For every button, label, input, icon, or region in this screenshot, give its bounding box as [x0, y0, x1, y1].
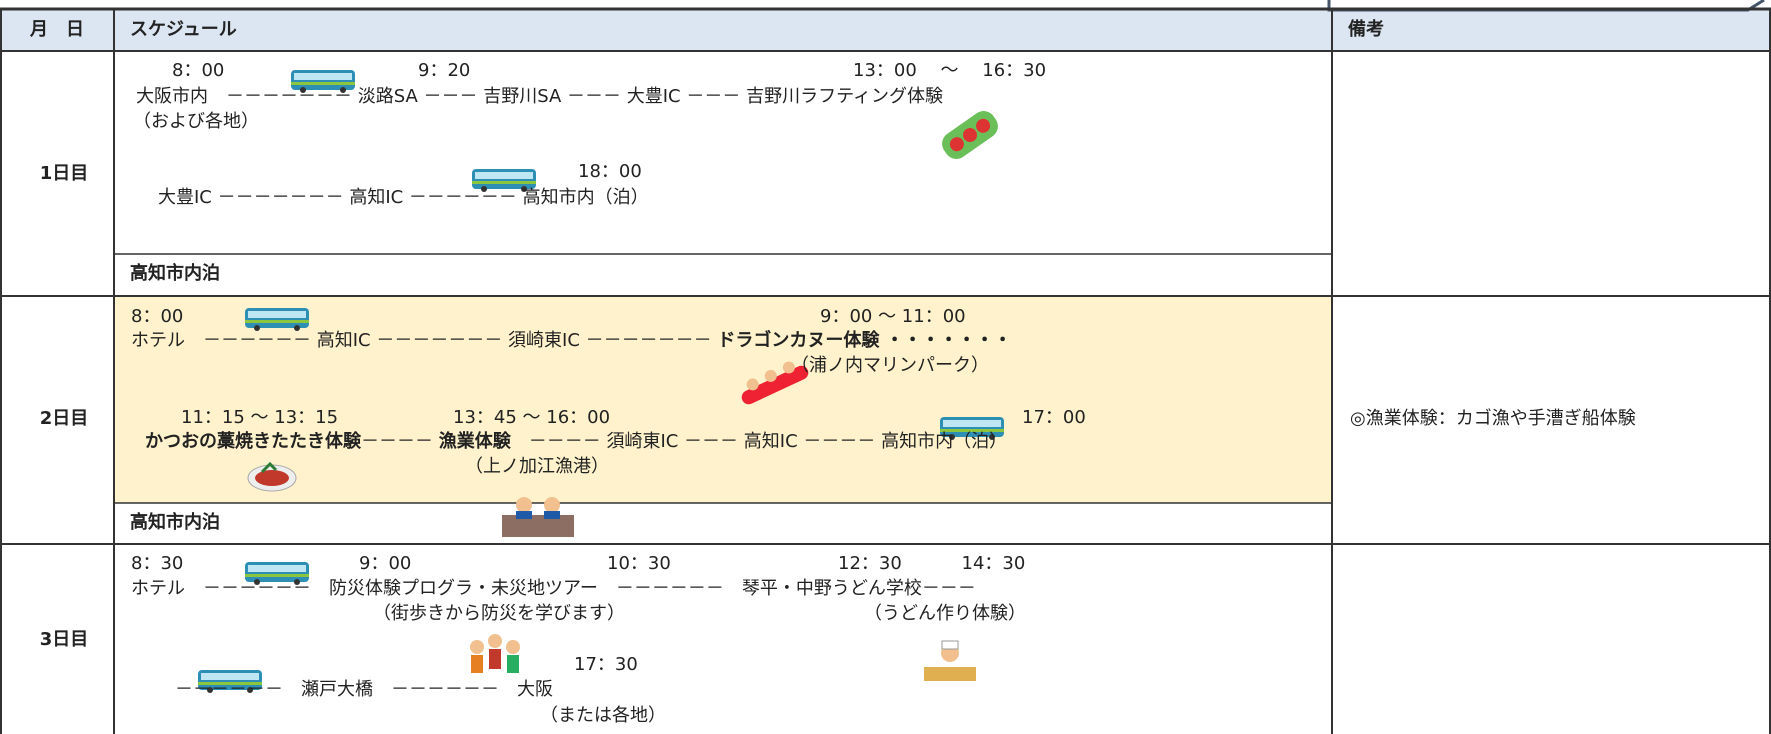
- route-note: （街歩きから防災を学びます）: [373, 603, 625, 624]
- bus-icons: [198, 70, 1004, 693]
- route: －－－－－－ 瀬戸大橋 －－－－－－ 大阪: [175, 679, 553, 700]
- header-bg: [0, 9, 1771, 51]
- time: 17：00: [1022, 407, 1086, 428]
- route-note: （うどん作り体験）: [864, 603, 1026, 624]
- route-text: ホテル －－－－－－ 高知IC －－－－－－－ 須崎東IC －－－－－－－: [131, 330, 718, 351]
- time: 12：30 14：30: [838, 553, 1026, 574]
- route-text: －－－－ 須崎東IC －－－ 高知IC －－－－ 高知市内（泊）: [510, 431, 1008, 452]
- grid-lines: [0, 7, 1771, 734]
- time: 8：00: [172, 60, 225, 81]
- header-date: 月 日: [30, 19, 84, 40]
- time: 17：30: [574, 654, 638, 675]
- highlight-bg: [114, 296, 1332, 503]
- time: 11：15 ～ 13：15: [181, 407, 339, 428]
- time: 13：45 ～ 16：00: [453, 407, 611, 428]
- time: 9：00 ～ 11：00: [820, 306, 966, 327]
- activity: 漁業体験: [438, 431, 511, 452]
- route: ホテル －－－－－－ 高知IC －－－－－－－ 須崎東IC －－－－－－－ ドラ…: [131, 330, 1012, 352]
- note: ◎漁業体験：カゴ漁や手漕ぎ船体験: [1350, 408, 1636, 429]
- route-note: （または各地）: [540, 705, 666, 726]
- time: 8：30: [131, 553, 184, 574]
- illustrations: [247, 111, 998, 681]
- route-note: （浦ノ内マリンパーク）: [791, 355, 989, 376]
- time: 9：20: [418, 60, 471, 81]
- route: ホテル －－－－－－ 防災体験プログラ・未災地ツアー －－－－－－ 琴平・中野う…: [131, 578, 976, 599]
- day-label: 1日目: [39, 163, 89, 184]
- activity: かつおの藁焼きたたき体験: [145, 431, 361, 452]
- route-text: －－－－: [361, 431, 439, 452]
- stay: 高知市内泊: [130, 263, 220, 284]
- header-notes: 備考: [1348, 19, 1384, 40]
- time: 8：00: [131, 306, 184, 327]
- route-note: （および各地）: [133, 111, 259, 132]
- route: かつおの藁焼きたたき体験－－－－ 漁業体験 －－－－ 須崎東IC －－－ 高知I…: [145, 431, 1007, 453]
- route-note: （上ノ加江漁港）: [465, 456, 609, 477]
- stay: 高知市内泊: [130, 512, 220, 533]
- time: 10：30: [607, 553, 671, 574]
- day-label: 3日目: [39, 629, 89, 650]
- activity: ドラゴンカヌー体験 ・・・・・・・: [717, 330, 1012, 351]
- header-schedule: スケジュール: [130, 19, 237, 40]
- route: 大豊IC －－－－－－－ 高知IC －－－－－－ 高知市内（泊）: [158, 187, 649, 208]
- time: 9：00: [359, 553, 412, 574]
- day-label: 2日目: [39, 408, 89, 429]
- time: 13：00 ～ 16：30: [853, 60, 1047, 81]
- time: 18：00: [578, 161, 642, 182]
- route: 大阪市内 －－－－－－－ 淡路SA －－－ 吉野川SA －－－ 大豊IC －－－…: [136, 86, 943, 107]
